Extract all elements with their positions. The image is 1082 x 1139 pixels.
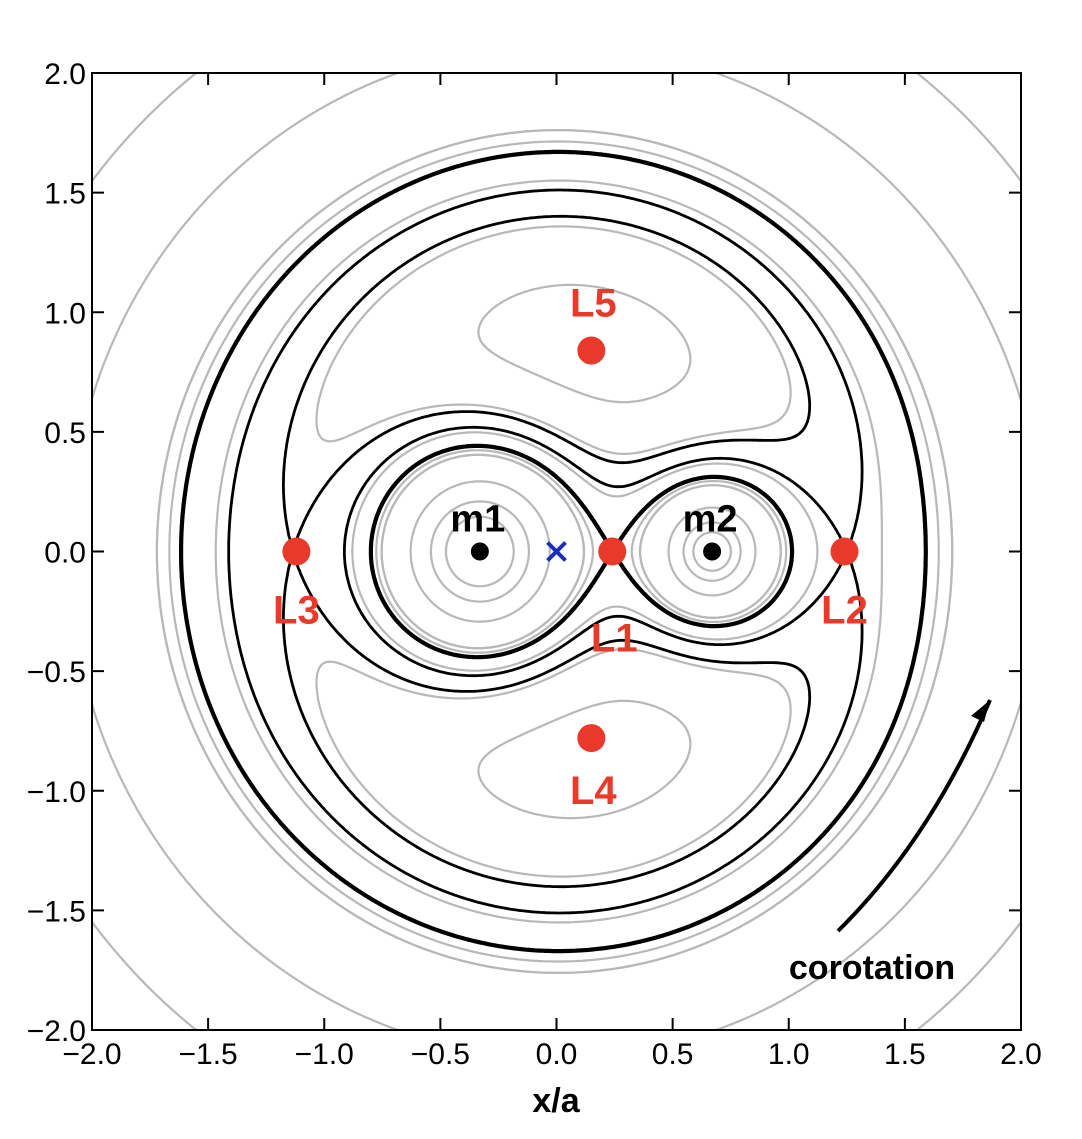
x-tick-label: −2.0	[62, 1038, 121, 1071]
y-tick-label: −0.5	[27, 656, 86, 689]
lagrange-label-L4: L4	[570, 769, 617, 813]
inner-contour	[155, 129, 954, 974]
x-tick-label: 1.5	[884, 1038, 926, 1071]
mass-label-m1: m1	[450, 499, 505, 541]
mass-point-m1	[470, 542, 489, 561]
x-tick-label: −1.0	[295, 1038, 354, 1071]
corotation-arrowhead	[971, 700, 990, 722]
inner-contour	[92, 73, 1021, 1030]
y-tick-label: −2.0	[27, 1015, 86, 1048]
lagrange-point-L4	[577, 724, 606, 753]
lagrange-point-L3	[282, 537, 311, 566]
outer-contour	[214, 179, 883, 924]
y-tick-label: −1.0	[27, 776, 86, 809]
lagrange-point-L1	[598, 537, 627, 566]
chart-marks: m1 m2 L1 L2 L3 L4 L5	[273, 282, 868, 814]
y-tick-label: 1.5	[44, 178, 86, 211]
lagrange-label-L3: L3	[273, 589, 320, 633]
lagrange-label-L2: L2	[821, 589, 868, 633]
x-tick-label: −0.5	[411, 1038, 470, 1071]
y-tick-label: 0.5	[44, 417, 86, 450]
mass-label-m2: m2	[683, 499, 738, 541]
mass-point-m2	[703, 542, 722, 561]
x-tick-label: 2.0	[1000, 1038, 1042, 1071]
corotation-arrow	[836, 699, 992, 933]
lagrange-label-L1: L1	[591, 617, 638, 661]
inner-contour	[92, 73, 1021, 1030]
y-tick-label: −1.5	[27, 895, 86, 928]
y-tick-label: 2.0	[44, 58, 86, 91]
lagrange-point-L2	[830, 537, 859, 566]
x-tick-label: −1.5	[179, 1038, 238, 1071]
corotation-label: corotation	[789, 949, 955, 987]
center-of-mass-marker	[546, 541, 567, 562]
axis-ticks: −2.0 −1.5 −1.0 −0.5 0.0 0.5 1.0 1.5 2.0 −2.0 −1.5 −…	[27, 58, 1042, 1071]
l3-critical-contour	[282, 214, 812, 889]
contour-layer	[92, 73, 1021, 1030]
near-roche-contour	[168, 140, 940, 963]
lagrange-point-L5	[577, 336, 606, 365]
lagrange-label-L5: L5	[570, 282, 617, 326]
x-axis-label: x/a	[532, 1082, 580, 1120]
x-tick-label: 1.0	[768, 1038, 810, 1071]
x-tick-label: 0.5	[652, 1038, 694, 1071]
y-tick-label: 0.0	[44, 537, 86, 570]
x-tick-label: 0.0	[536, 1038, 578, 1071]
outer-contour	[477, 283, 692, 820]
y-tick-label: 1.0	[44, 297, 86, 330]
roche-lobe-contour	[179, 149, 928, 954]
inner-contour	[444, 515, 732, 588]
l2-critical-contour	[227, 188, 864, 915]
outer-contour	[315, 225, 792, 878]
